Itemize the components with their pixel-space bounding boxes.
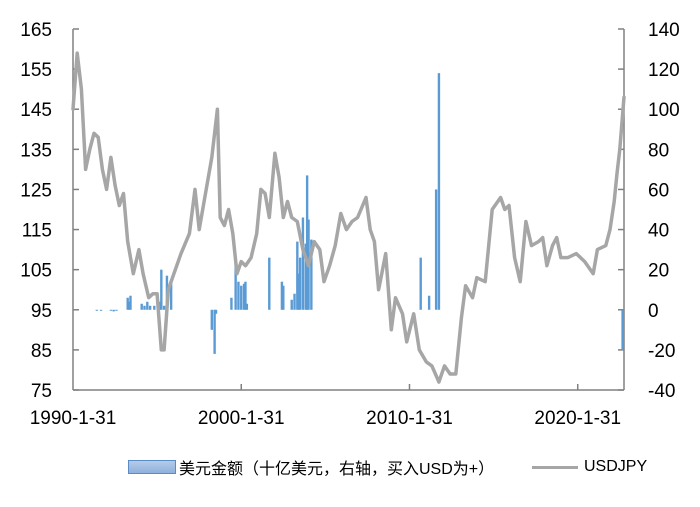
right-axis-tick-label: 40 — [648, 221, 669, 242]
right-y-axis: 140 120 100 80 60 40 20 0 -20 -40 — [618, 20, 680, 402]
bar — [162, 305, 166, 310]
x-axis: 1990-1-31 2000-1-31 2010-1-31 2020-1-31 — [30, 384, 624, 429]
left-axis-tick-label: 95 — [31, 301, 52, 322]
bar — [230, 297, 233, 310]
line-series-usdjpy — [71, 51, 626, 384]
left-axis-tick-label: 105 — [20, 261, 52, 282]
bar — [282, 285, 285, 310]
bar — [290, 299, 293, 310]
bar — [153, 305, 156, 310]
right-axis-tick-label: 80 — [648, 140, 669, 161]
bar — [129, 295, 132, 310]
bar — [99, 309, 103, 311]
right-axis-tick-label: 120 — [648, 60, 680, 81]
bar — [298, 257, 302, 310]
left-axis-tick-label: 75 — [31, 381, 52, 402]
bar — [280, 281, 284, 310]
bar — [244, 281, 247, 310]
bar — [158, 301, 162, 310]
bar — [169, 279, 173, 310]
x-axis-tick-label: 2020-1-31 — [534, 408, 621, 429]
bar — [245, 303, 249, 310]
bar — [310, 239, 313, 310]
bar — [126, 297, 129, 310]
left-axis-tick-label: 155 — [20, 60, 52, 81]
bar — [237, 281, 240, 310]
x-axis-tick-label: 2000-1-31 — [198, 408, 285, 429]
bar — [213, 309, 216, 354]
bar — [112, 309, 115, 312]
bar — [268, 257, 271, 310]
bar — [296, 241, 299, 310]
bar — [434, 189, 438, 310]
bar — [293, 293, 296, 310]
right-axis-tick-label: 0 — [648, 301, 659, 322]
bar — [95, 309, 99, 311]
bar-swatch-icon — [128, 460, 176, 474]
usdjpy-line — [71, 51, 626, 384]
right-axis-tick-label: 60 — [648, 180, 669, 201]
right-axis-tick-label: 100 — [648, 100, 680, 121]
x-axis-tick-label: 1990-1-31 — [30, 408, 117, 429]
bar — [140, 303, 143, 310]
legend-bar-label: 美元金额（十亿美元，右轴，买入USD为+） — [179, 461, 495, 478]
legend: 美元金额（十亿美元，右轴，买入USD为+） USDJPY — [0, 452, 700, 482]
bar — [240, 285, 243, 310]
bar — [427, 295, 431, 310]
bar — [143, 305, 146, 310]
bar — [304, 243, 307, 310]
bar — [419, 257, 422, 310]
right-axis-tick-label: -20 — [648, 341, 675, 362]
bar — [115, 309, 118, 311]
right-axis-tick-label: 20 — [648, 261, 669, 282]
left-axis-tick-label: 115 — [22, 221, 52, 242]
bar — [305, 175, 309, 310]
left-axis-tick-label: 135 — [20, 140, 52, 161]
bar — [127, 301, 131, 310]
left-axis-tick-label: 165 — [20, 20, 52, 41]
bar — [146, 301, 149, 310]
right-axis-tick-label: 140 — [648, 20, 680, 41]
left-axis-tick-label: 85 — [31, 341, 52, 362]
bar — [437, 73, 441, 310]
right-axis-tick-label: -40 — [648, 381, 675, 402]
bar — [621, 309, 624, 350]
bar — [301, 217, 305, 310]
bar — [242, 283, 246, 310]
bar — [297, 273, 300, 310]
left-y-axis: 165 155 145 135 125 115 105 95 85 75 — [20, 20, 79, 402]
x-axis-tick-label: 2010-1-31 — [366, 408, 453, 429]
left-axis-tick-label: 145 — [20, 100, 52, 121]
bar — [148, 305, 152, 310]
legend-line-label: USDJPY — [584, 458, 648, 475]
left-axis-tick-label: 125 — [20, 180, 52, 201]
bar — [210, 309, 214, 330]
bar — [234, 259, 237, 310]
bar — [160, 269, 163, 310]
legend-item-bar: 美元金额（十亿美元，右轴，买入USD为+） — [128, 452, 494, 482]
bar — [109, 309, 113, 311]
chart-plot-area: 165 155 145 135 125 115 105 95 85 75 140 120 100 80 6… — [20, 20, 680, 429]
line-swatch-icon — [532, 465, 578, 469]
legend-item-line: USDJPY — [532, 452, 647, 482]
bar — [214, 309, 218, 314]
